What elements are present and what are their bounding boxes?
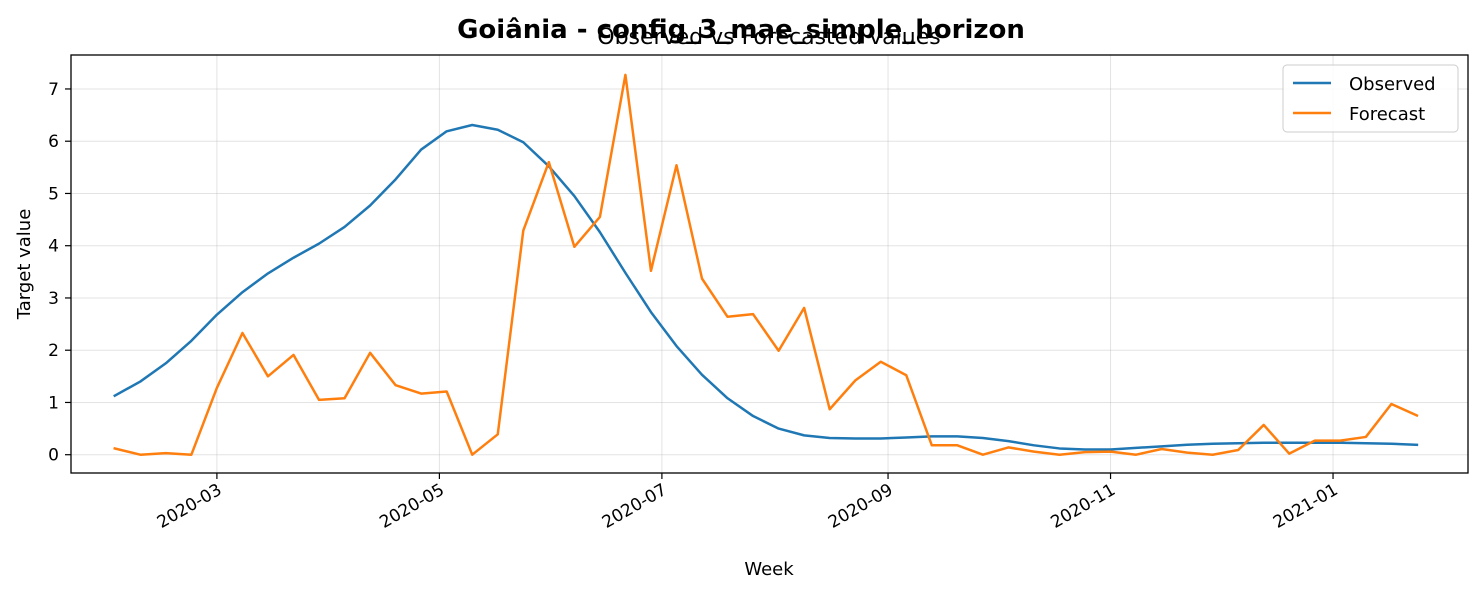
y-tick-label: 0 bbox=[48, 446, 59, 466]
x-axis-ticks: 2020-03 2020-05 2020-07 2020-09 2020-11 2021-… bbox=[154, 473, 1342, 533]
chart-title: Observed vs Forecasted values bbox=[597, 25, 940, 50]
legend-label-observed: Observed bbox=[1349, 74, 1436, 95]
series-line-forecast bbox=[113, 73, 1419, 456]
x-tick-label: 2020-09 bbox=[825, 480, 897, 533]
x-tick-label: 2020-05 bbox=[376, 480, 448, 533]
y-tick-label: 5 bbox=[48, 184, 59, 204]
series-layer bbox=[113, 73, 1419, 456]
y-tick-label: 2 bbox=[48, 341, 59, 361]
grid-lines bbox=[71, 55, 1468, 473]
x-tick-label: 2020-07 bbox=[599, 480, 671, 533]
x-axis-label: Week bbox=[744, 559, 794, 580]
x-tick-label: 2020-03 bbox=[154, 480, 226, 533]
legend: Observed Forecast bbox=[1282, 64, 1459, 133]
y-tick-label: 6 bbox=[48, 132, 59, 152]
y-tick-label: 7 bbox=[48, 80, 59, 100]
x-tick-label: 2021-01 bbox=[1270, 480, 1342, 533]
chart-suptitle: Goiânia - config_3_mae_simple_horizon bbox=[457, 15, 1025, 45]
legend-label-forecast: Forecast bbox=[1349, 104, 1425, 125]
y-tick-label: 4 bbox=[48, 237, 59, 257]
y-tick-label: 3 bbox=[48, 289, 59, 309]
y-axis-label: Target value bbox=[14, 209, 35, 321]
y-axis-ticks: 0 1 2 3 4 5 6 7 bbox=[48, 80, 71, 466]
y-tick-label: 1 bbox=[48, 393, 59, 413]
plot-frame bbox=[70, 54, 1469, 474]
x-tick-label: 2020-11 bbox=[1048, 480, 1120, 533]
series-line-observed bbox=[113, 123, 1419, 451]
